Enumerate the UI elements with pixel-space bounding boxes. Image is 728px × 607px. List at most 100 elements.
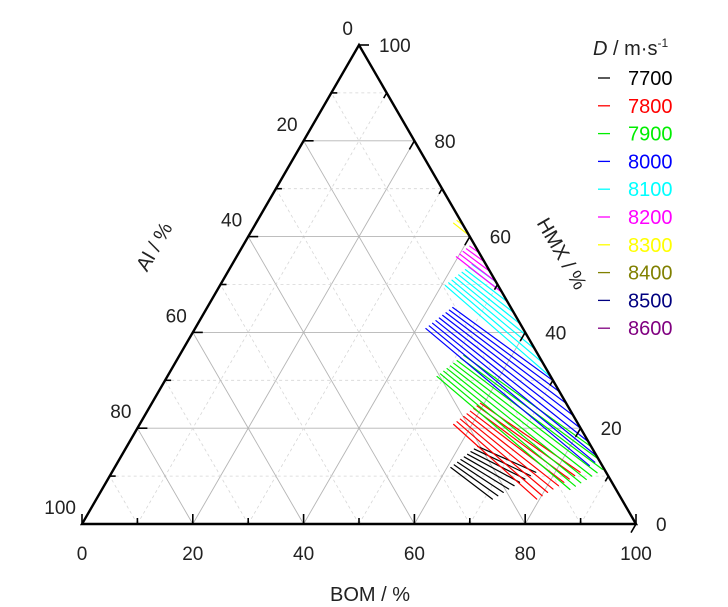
contour-line-7800 xyxy=(453,423,538,500)
contour-line-8000 xyxy=(442,314,618,450)
tick-label-left: 100 xyxy=(44,498,76,519)
contour-band-7900 xyxy=(436,354,614,491)
legend-label-8600: 8600 xyxy=(628,318,673,340)
tick-label-left: 0 xyxy=(342,19,353,40)
legend-label-8400: 8400 xyxy=(628,263,673,285)
tick-right xyxy=(574,427,582,438)
contour-band-8500 xyxy=(464,144,551,208)
tick-right xyxy=(464,236,471,246)
legend-label-8100: 8100 xyxy=(628,179,673,201)
grid-line-bom xyxy=(469,380,554,525)
contour-line-7700 xyxy=(456,461,504,493)
contour-line-7900 xyxy=(443,370,582,484)
legend-label-8000: 8000 xyxy=(628,151,673,173)
contour-line-8500 xyxy=(470,159,518,201)
contour-line-8000 xyxy=(428,325,596,463)
tick-label-right: 100 xyxy=(379,36,411,57)
contour-line-8600 xyxy=(482,108,529,137)
contour-line-8000 xyxy=(425,327,590,467)
tick-right xyxy=(630,523,637,534)
legend: D / m·s-1 7700 7800 7900 8000 8100 8200 8300 84… xyxy=(593,36,673,340)
contour-line-7700 xyxy=(463,456,515,487)
legend-label-8300: 8300 xyxy=(628,235,673,257)
contour-line-7900 xyxy=(446,367,587,481)
tick-label-bottom: 80 xyxy=(515,544,536,565)
contour-line-8500 xyxy=(484,149,540,188)
contour-band-8000 xyxy=(425,306,634,467)
contour-line-7800 xyxy=(456,421,543,497)
tick-label-right: 0 xyxy=(656,515,667,536)
contour-line-8600 xyxy=(465,121,502,153)
grid-line-bom xyxy=(580,475,609,525)
contour-line-8100 xyxy=(464,269,615,384)
bottom-axis-title: BOM / % xyxy=(330,584,410,606)
tick-label-bottom: 100 xyxy=(620,544,652,565)
contour-line-8600 xyxy=(468,118,507,150)
tick-right xyxy=(383,92,388,99)
grid-line-bom xyxy=(247,188,443,525)
grid-line-bom xyxy=(358,284,498,525)
legend-label-8200: 8200 xyxy=(628,207,673,229)
contour-line-7700 xyxy=(470,451,526,480)
contour-line-7900 xyxy=(439,373,576,487)
tick-marks xyxy=(81,44,637,534)
contour-line-8500 xyxy=(490,144,551,181)
grid-line-al xyxy=(192,332,304,525)
grid-line-al xyxy=(109,475,138,525)
legend-label-7900: 7900 xyxy=(628,124,673,146)
contour-line-7700 xyxy=(453,464,499,497)
legend-label-7800: 7800 xyxy=(628,96,673,118)
legend-label-7700: 7700 xyxy=(628,68,673,90)
tick-label-bottom: 60 xyxy=(404,544,425,565)
contour-line-7700 xyxy=(467,453,521,483)
contour-line-8500 xyxy=(477,154,529,195)
tick-label-left: 80 xyxy=(110,402,131,423)
contour-line-8000 xyxy=(432,322,601,460)
legend-title-unit: / m·s xyxy=(607,38,657,60)
contour-line-8600 xyxy=(478,110,523,140)
contour-line-8500 xyxy=(487,146,545,185)
contour-line-8600 xyxy=(461,124,496,157)
contour-line-8500 xyxy=(464,165,507,208)
legend-label-8500: 8500 xyxy=(628,290,673,312)
contour-line-8500 xyxy=(474,157,524,198)
tick-label-bottom: 20 xyxy=(182,544,203,565)
contour-line-8600 xyxy=(485,105,534,133)
grid-line-al xyxy=(137,427,194,525)
contour-line-8500 xyxy=(467,162,513,205)
tick-label-bottom: 0 xyxy=(77,544,88,565)
right-axis-title: HMX / % xyxy=(532,214,591,294)
tick-label-bottom: 40 xyxy=(293,544,314,565)
tick-right xyxy=(604,475,609,482)
tick-right xyxy=(353,44,360,55)
contour-line-8600 xyxy=(458,126,491,160)
grid-line-bom xyxy=(137,92,388,525)
tick-right xyxy=(438,188,443,195)
legend-title-exponent: -1 xyxy=(657,36,668,50)
contour-line-7700 xyxy=(450,466,494,500)
tick-label-right: 80 xyxy=(434,132,455,153)
tick-label-right: 40 xyxy=(545,323,566,344)
contour-line-7900 xyxy=(449,365,593,477)
grid-line-al xyxy=(220,284,360,525)
tick-right xyxy=(519,331,526,342)
contour-band-8600 xyxy=(458,105,534,160)
contour-line-7900 xyxy=(453,362,598,474)
contour-line-7700 xyxy=(473,448,532,477)
grid-line-al xyxy=(275,188,471,525)
contour-line-7800 xyxy=(459,418,549,493)
tick-right xyxy=(549,379,554,386)
contour-band-7700 xyxy=(450,445,537,500)
tick-label-right: 20 xyxy=(601,419,622,440)
tick-label-left: 60 xyxy=(166,306,187,327)
tick-right xyxy=(493,284,499,291)
tick-label-right: 60 xyxy=(490,228,511,249)
contour-line-8500 xyxy=(480,151,534,191)
legend-entries: 7700 7800 7900 8000 8100 8200 8300 8400 8500 8600 xyxy=(598,68,673,340)
tick-right xyxy=(408,140,416,150)
grid-lines xyxy=(109,92,609,525)
contour-line-8600 xyxy=(471,116,512,147)
left-axis-title: Al / % xyxy=(132,219,177,275)
